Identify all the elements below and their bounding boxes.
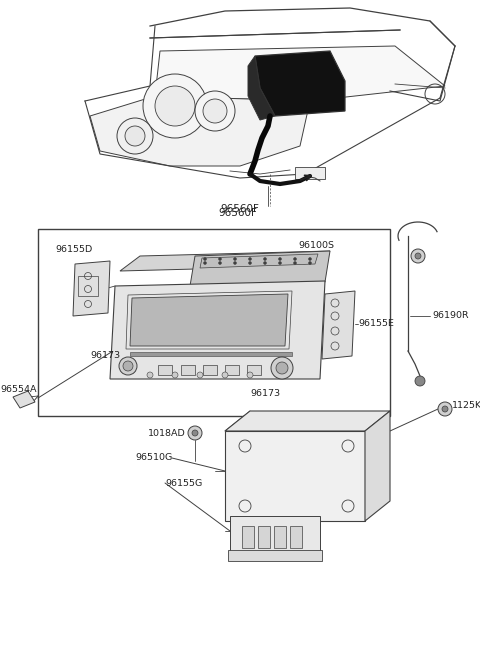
Text: 96155G: 96155G [165, 479, 202, 488]
Circle shape [442, 406, 448, 412]
Circle shape [438, 402, 452, 416]
Bar [295, 167, 325, 179]
Polygon shape [225, 431, 365, 521]
Circle shape [249, 258, 252, 260]
Circle shape [203, 99, 227, 123]
Circle shape [415, 253, 421, 259]
Circle shape [218, 258, 221, 260]
Text: 96190R: 96190R [432, 311, 468, 320]
Bar [225, 365, 239, 375]
Circle shape [147, 372, 153, 378]
Text: 96155E: 96155E [358, 320, 394, 329]
Polygon shape [110, 281, 325, 379]
Circle shape [218, 262, 221, 264]
Bar [290, 526, 302, 548]
Text: 96554A: 96554A [0, 386, 36, 395]
Text: 96560F: 96560F [221, 204, 259, 214]
Circle shape [309, 258, 312, 260]
Bar [274, 526, 286, 548]
Circle shape [222, 372, 228, 378]
Circle shape [411, 249, 425, 263]
Polygon shape [230, 516, 320, 554]
Bar [38, 229, 390, 416]
Circle shape [249, 262, 252, 264]
Bar [247, 365, 261, 375]
Text: 96510G: 96510G [135, 453, 172, 463]
Polygon shape [155, 46, 445, 101]
Circle shape [233, 262, 237, 264]
Circle shape [276, 362, 288, 374]
Circle shape [204, 258, 206, 260]
Polygon shape [200, 254, 318, 268]
Polygon shape [365, 411, 390, 521]
Bar [242, 526, 254, 548]
Circle shape [278, 262, 281, 264]
Circle shape [125, 126, 145, 146]
Circle shape [264, 262, 266, 264]
Circle shape [117, 118, 153, 154]
Polygon shape [130, 294, 288, 346]
Bar [158, 365, 172, 375]
Bar [181, 365, 195, 375]
Bar [130, 352, 292, 356]
Circle shape [143, 74, 207, 138]
Circle shape [197, 372, 203, 378]
Circle shape [192, 430, 198, 436]
Text: 96100S: 96100S [298, 242, 334, 251]
Bar [78, 276, 98, 296]
Bar [258, 526, 270, 548]
Circle shape [278, 258, 281, 260]
Polygon shape [90, 96, 310, 166]
Circle shape [119, 357, 137, 375]
Circle shape [188, 426, 202, 440]
Text: 1018AD: 1018AD [148, 430, 186, 439]
Circle shape [247, 372, 253, 378]
Polygon shape [228, 550, 322, 561]
Circle shape [195, 91, 235, 131]
Text: 96173: 96173 [90, 351, 120, 360]
Polygon shape [120, 251, 330, 271]
Polygon shape [13, 391, 35, 408]
Circle shape [271, 357, 293, 379]
Polygon shape [248, 56, 275, 120]
Circle shape [155, 86, 195, 126]
Circle shape [415, 376, 425, 386]
Polygon shape [255, 51, 345, 116]
Circle shape [204, 262, 206, 264]
Text: 96155D: 96155D [55, 244, 92, 253]
Text: 96560F: 96560F [218, 208, 257, 218]
Circle shape [233, 258, 237, 260]
Circle shape [172, 372, 178, 378]
Text: 96173: 96173 [250, 390, 280, 399]
Circle shape [309, 262, 312, 264]
Polygon shape [225, 411, 390, 431]
Text: 1125KC: 1125KC [452, 402, 480, 410]
Polygon shape [190, 251, 330, 286]
Polygon shape [322, 291, 355, 359]
Circle shape [293, 262, 297, 264]
Circle shape [293, 258, 297, 260]
Polygon shape [73, 261, 110, 316]
Bar [203, 365, 217, 375]
Circle shape [264, 258, 266, 260]
Circle shape [123, 361, 133, 371]
